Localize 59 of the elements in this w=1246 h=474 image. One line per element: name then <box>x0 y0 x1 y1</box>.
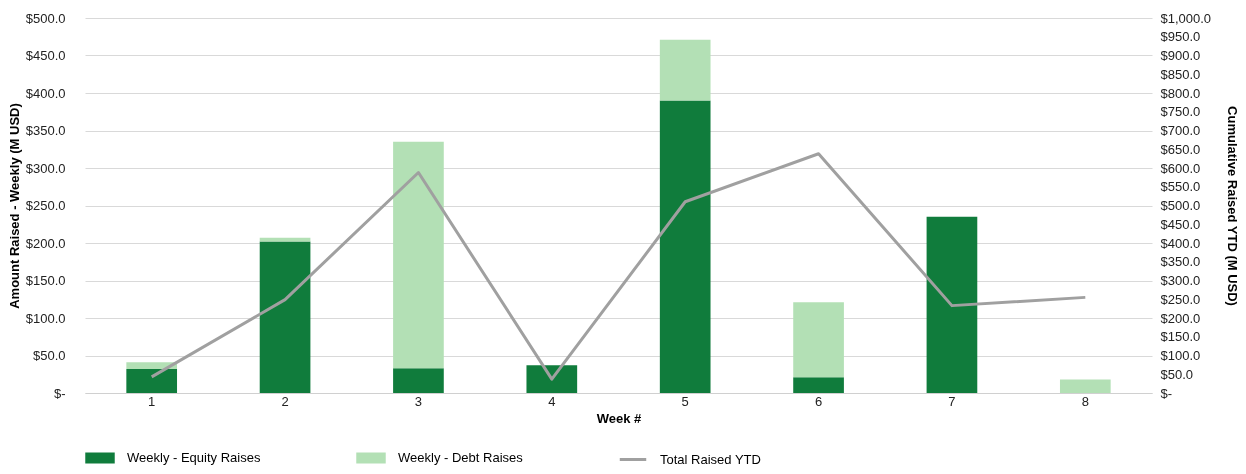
bar <box>259 237 311 242</box>
y2-tick-label: $- <box>1160 385 1173 401</box>
bar <box>926 216 978 393</box>
bar <box>793 302 844 378</box>
x-tick-label: 2 <box>281 393 289 409</box>
y2-tick-label: $950.0 <box>1160 29 1201 45</box>
y2-tick-label: $700.0 <box>1160 123 1201 138</box>
y2-tick-label: $350.0 <box>1160 254 1201 270</box>
y-tick-label: $400.0 <box>25 85 66 101</box>
y-tick-label: $450.0 <box>25 48 66 63</box>
y2-tick-label: $1,000.0 <box>1160 10 1212 26</box>
y-tick-label: $150.0 <box>25 273 66 288</box>
x-tick-label: 7 <box>948 393 956 409</box>
y2-tick-label: $500.0 <box>1160 198 1201 213</box>
x-tick-label: 8 <box>1081 393 1089 409</box>
legend-label: Weekly - Debt Raises <box>398 450 524 466</box>
x-axis-title: Week # <box>596 410 643 426</box>
y-tick-label: $300.0 <box>25 160 66 176</box>
bar <box>793 377 844 393</box>
y-tick-label: $50.0 <box>32 348 66 363</box>
bar <box>659 100 711 393</box>
bar <box>526 365 578 393</box>
y-tick-label: $500.0 <box>25 10 66 26</box>
x-tick-label: 6 <box>814 393 823 409</box>
x-tick-label: 4 <box>548 393 556 409</box>
y2-tick-label: $650.0 <box>1160 141 1201 157</box>
y2-tick-label: $900.0 <box>1160 48 1201 63</box>
y2-tick-label: $300.0 <box>1160 273 1201 288</box>
x-tick-label: 3 <box>414 393 423 409</box>
y2-tick-label: $150.0 <box>1160 329 1201 345</box>
bar <box>393 368 444 393</box>
y-tick-label: $200.0 <box>25 235 66 251</box>
y2-tick-label: $400.0 <box>1160 235 1201 251</box>
y2-tick-label: $450.0 <box>1160 216 1201 232</box>
y-tick-label: $250.0 <box>25 198 66 213</box>
y-tick-label: $350.0 <box>25 123 66 138</box>
y2-tick-label: $100.0 <box>1160 348 1201 363</box>
y2-tick-label: $200.0 <box>1160 310 1201 326</box>
bar <box>393 141 444 369</box>
y2-tick-label: $250.0 <box>1160 291 1201 307</box>
y-tick-label: $- <box>53 385 66 401</box>
y2-tick-label: $50.0 <box>1160 366 1194 382</box>
y2-tick-label: $750.0 <box>1160 104 1201 120</box>
y2-tick-label: $550.0 <box>1160 179 1201 195</box>
bar <box>259 241 311 393</box>
y2-axis-title: Cumulative Raised YTD (M USD) <box>1225 106 1241 306</box>
x-tick-label: 1 <box>148 393 156 409</box>
legend-label: Total Raised YTD <box>660 451 761 467</box>
bar <box>1059 379 1111 393</box>
y-axis-title: Amount Raised - Weekly (M USD) <box>6 103 22 309</box>
y-tick-label: $100.0 <box>25 310 66 326</box>
line-series <box>150 152 1087 381</box>
y2-tick-label: $850.0 <box>1160 66 1201 82</box>
y2-tick-label: $600.0 <box>1160 160 1201 176</box>
legend-label: Weekly - Equity Raises <box>127 450 261 466</box>
bar <box>659 39 711 101</box>
y2-tick-label: $800.0 <box>1160 85 1201 101</box>
x-tick-label: 5 <box>681 393 689 409</box>
bar <box>126 369 178 393</box>
